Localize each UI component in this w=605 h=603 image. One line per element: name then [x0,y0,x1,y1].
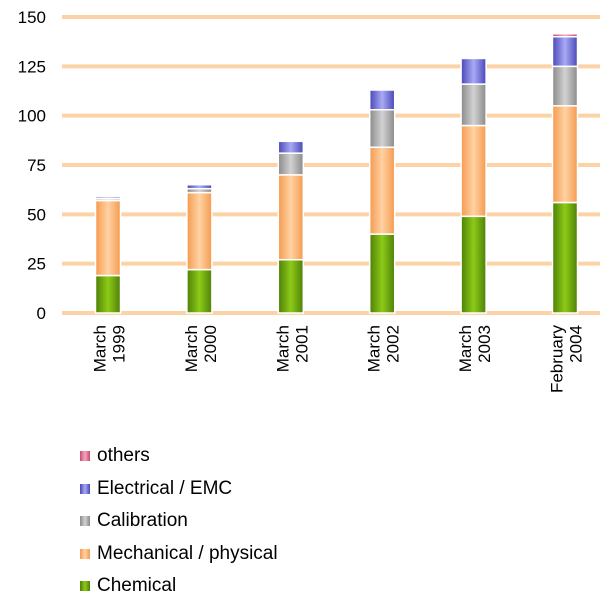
legend-label: Calibration [97,510,188,532]
x-tick-label: March1999 [91,325,129,372]
y-tick-label: 50 [27,205,46,224]
x-tick-label: March2002 [365,325,403,372]
bar-segment-chemical [368,233,396,314]
x-tick-label: March2000 [182,325,220,372]
bar-segment-chemical [551,201,579,314]
legend-item: others [80,440,278,473]
legend-swatch [80,581,90,592]
bar-segment-mechanical-physical [277,174,305,261]
legend-swatch [80,548,90,559]
bar-segment-mechanical-physical [460,124,487,218]
legend-swatch [80,483,90,494]
gridlines [62,15,600,315]
bar-segment-calibration [551,65,579,107]
y-tick-label: 75 [27,156,46,175]
legend-label: Electrical / EMC [97,477,233,499]
legend: others Electrical / EMC Calibration Mechani… [80,440,278,603]
legend-item: Calibration [80,505,278,538]
bar-segment-electrical-emc [460,57,487,85]
bar-segment-electrical-emc [186,183,213,190]
bar-segment-calibration [368,108,396,148]
bar-segment-mechanical-physical [94,199,122,277]
bar-segment-electrical-emc [94,195,122,200]
bar-segment-electrical-emc [277,140,305,154]
x-tick-label: March2001 [273,325,311,372]
bar-segment-mechanical-physical [551,105,579,204]
legend-label: Chemical [97,575,177,597]
y-tick-label: 100 [18,107,46,126]
bar-segment-calibration [277,152,305,176]
legend-item: Electrical / EMC [80,473,278,506]
bars [94,33,579,314]
legend-item: Mechanical / physical [80,538,278,571]
bar-segment-others [551,33,579,38]
bar-segment-electrical-emc [368,89,396,111]
y-tick-label: 125 [18,57,46,76]
bar-segment-chemical [460,215,487,314]
bar-segment-chemical [186,268,213,314]
legend-item: Chemical [80,570,278,603]
bar-segment-chemical [277,258,305,314]
y-axis-tick-labels: 0 25 50 75 100 125 150 [18,8,46,323]
bar-segment-calibration [460,83,487,127]
x-tick-label: February2004 [548,325,586,394]
y-tick-label: 150 [18,8,46,27]
bar-segment-mechanical-physical [368,146,396,235]
x-tick-label: March2003 [456,325,494,372]
legend-swatch [80,516,90,527]
bar-segment-mechanical-physical [186,191,213,271]
x-axis-tick-labels: March1999 March2000 March2001 March2002 Marc… [91,325,586,394]
bar-segment-electrical-emc [551,35,579,68]
legend-label: Mechanical / physical [97,542,278,564]
bar-segment-chemical [94,274,122,314]
y-tick-label: 25 [27,255,46,274]
legend-label: others [97,445,150,467]
legend-swatch [80,451,90,462]
y-tick-label: 0 [37,304,46,323]
